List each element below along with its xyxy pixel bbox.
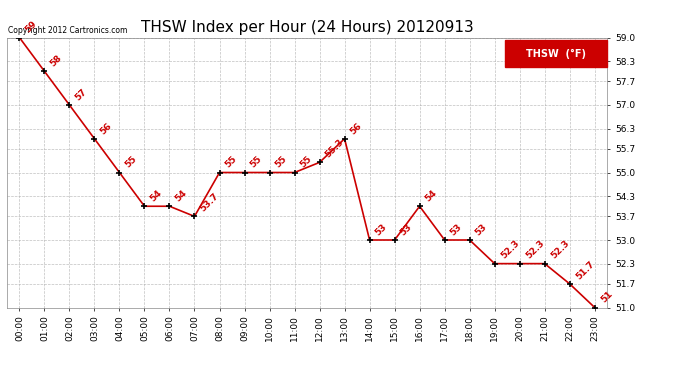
Text: 55: 55 [299,154,314,170]
Text: 53.7: 53.7 [199,192,221,214]
Text: 52.3: 52.3 [549,239,571,261]
Text: 53: 53 [399,222,414,237]
Text: 59: 59 [23,20,39,35]
Text: 58: 58 [48,53,63,69]
Text: 56: 56 [99,121,114,136]
Text: THSW  (°F): THSW (°F) [526,49,586,59]
Text: 53: 53 [474,222,489,237]
Text: 51.7: 51.7 [574,259,596,281]
Text: 52.3: 52.3 [499,239,521,261]
Text: 51: 51 [599,290,614,305]
Text: 54: 54 [148,188,164,204]
Text: 53: 53 [448,222,464,237]
Text: 55: 55 [248,154,264,170]
Text: 55.3: 55.3 [324,138,346,160]
Text: 57: 57 [74,87,89,102]
Text: 53: 53 [374,222,389,237]
Title: THSW Index per Hour (24 Hours) 20120913: THSW Index per Hour (24 Hours) 20120913 [141,20,473,35]
Text: 56: 56 [348,121,364,136]
Text: 55: 55 [274,154,289,170]
Text: Copyright 2012 Cartronics.com: Copyright 2012 Cartronics.com [8,26,128,35]
Text: 54: 54 [424,188,439,204]
Text: 55: 55 [124,154,139,170]
Text: 55: 55 [224,154,239,170]
Text: 52.3: 52.3 [524,239,546,261]
FancyBboxPatch shape [505,40,607,67]
Text: 54: 54 [174,188,189,204]
